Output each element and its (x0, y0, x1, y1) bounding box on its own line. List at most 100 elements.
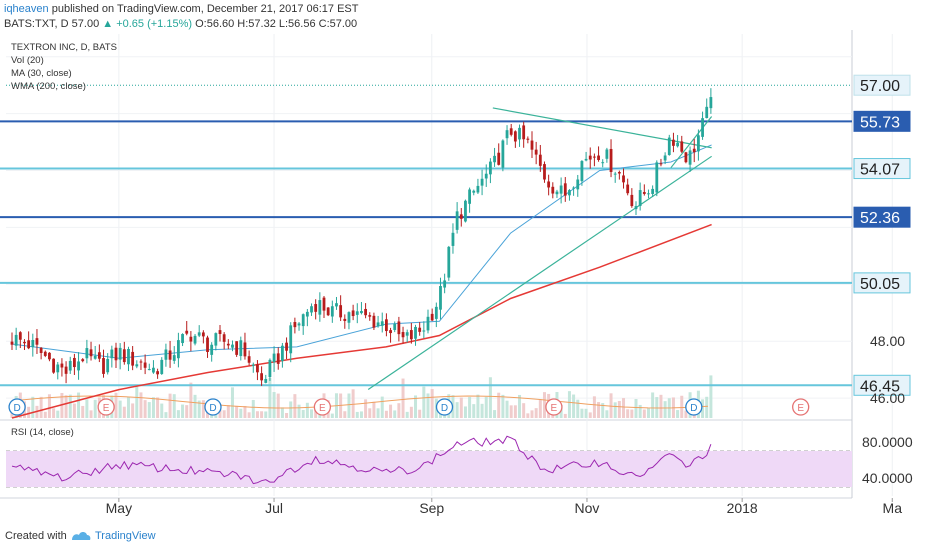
volume-bar (168, 393, 172, 418)
trendlines[interactable] (367, 107, 713, 391)
candle-body (231, 344, 234, 348)
volume-bar (630, 409, 634, 418)
event-marker-label: D (441, 403, 448, 414)
candle-body (276, 353, 280, 364)
volume-bar (701, 399, 705, 418)
volume-bar (93, 399, 97, 418)
candle-body (235, 341, 239, 355)
candle-body (206, 337, 209, 352)
earnings-marker (313, 398, 332, 416)
dividend-marker (204, 398, 222, 416)
candle-body (131, 351, 135, 366)
volume-bar (230, 387, 234, 418)
candle-body (39, 347, 43, 354)
candle-body (60, 363, 64, 368)
candle-body (218, 330, 222, 334)
volume-bar (135, 385, 139, 418)
volume-bar (131, 403, 135, 418)
candle-body (493, 155, 496, 163)
candle-body (551, 186, 555, 194)
volume-bar (301, 409, 305, 418)
tradingview-logo-icon (72, 532, 91, 540)
chart-header: iqheaven published on TradingView.com, D… (0, 0, 932, 34)
candle-body (135, 364, 139, 367)
ticker: BATS:TXT, D (4, 18, 69, 30)
published-text: published on TradingView.com, December 2… (51, 3, 359, 15)
volume-bar (81, 405, 85, 418)
volume-bar (646, 407, 650, 418)
volume-bar (505, 400, 509, 418)
volume-bar (526, 413, 530, 418)
quote-line: BATS:TXT, D 57.00 ▲ +0.65 (+1.15%) O:56.… (4, 18, 357, 30)
volume-bar (255, 411, 259, 418)
candle-body (272, 353, 276, 363)
candle-body (181, 334, 184, 344)
volume-bar (43, 411, 47, 418)
volume-bar (276, 393, 280, 418)
level-label: 50.05 (860, 276, 900, 293)
candle-body (609, 148, 613, 172)
volume-bar (310, 409, 314, 418)
candle-body (476, 185, 480, 193)
x-tick-label: May (106, 500, 132, 516)
username[interactable]: iqheaven (4, 3, 49, 15)
candle-body (23, 341, 26, 344)
volume-bar (68, 394, 72, 418)
candle-body (251, 364, 255, 366)
trendline (670, 116, 713, 169)
candle-body (676, 142, 679, 147)
candle-body (530, 140, 534, 150)
volume-bar (663, 401, 667, 418)
volume-bar (364, 399, 368, 418)
tradingview-brand[interactable]: TradingView (95, 530, 156, 542)
volume-bar (285, 413, 289, 418)
candle-body (555, 191, 559, 195)
candle-body (143, 362, 147, 368)
candle-body (214, 333, 218, 346)
candle-body (380, 321, 384, 326)
candle-body (93, 355, 97, 359)
candle-body (210, 344, 214, 355)
volume-bar (501, 394, 505, 418)
volume-bar (542, 392, 546, 418)
candle-body (268, 359, 272, 377)
candle-body (376, 322, 380, 327)
horizontal-levels[interactable]: 55.73 54.07 52.36 50.05 46.45 57.00 (0, 74, 911, 396)
volume-bar (247, 412, 251, 418)
candle-body (351, 310, 355, 317)
level-label: 46.45 (860, 378, 900, 395)
volume-bar (376, 408, 380, 418)
volume-bar (389, 404, 393, 418)
legend-vol: Vol (20) (11, 55, 44, 66)
candle-body (389, 330, 392, 334)
volume-bar (181, 404, 185, 418)
volume-bar (497, 392, 501, 418)
volume-bar (422, 386, 426, 418)
candle-body (451, 232, 455, 246)
candle-body (588, 155, 592, 160)
volume-bar (176, 410, 180, 418)
volume-bar (368, 408, 372, 418)
footer: Created with TradingView (0, 522, 932, 550)
candle-body (156, 371, 159, 375)
volume-bar (468, 397, 472, 418)
last-price: 57.00 (71, 18, 100, 30)
candle-body (310, 306, 313, 313)
level-label: 54.07 (860, 162, 900, 179)
candle-body (372, 315, 376, 328)
volume-bar (530, 410, 534, 418)
volume-bar (401, 378, 405, 418)
candle-body (185, 330, 189, 334)
event-marker-label: D (690, 403, 697, 414)
volume-bar (89, 410, 93, 418)
candle-body (659, 163, 663, 165)
volume-bar (584, 408, 588, 418)
y-tick-label: 46.00 (870, 390, 905, 406)
candle-body (667, 137, 671, 155)
volume-bar (243, 406, 247, 418)
candle-body (347, 312, 351, 323)
volume-bar (52, 408, 56, 418)
candle-body (27, 340, 31, 349)
